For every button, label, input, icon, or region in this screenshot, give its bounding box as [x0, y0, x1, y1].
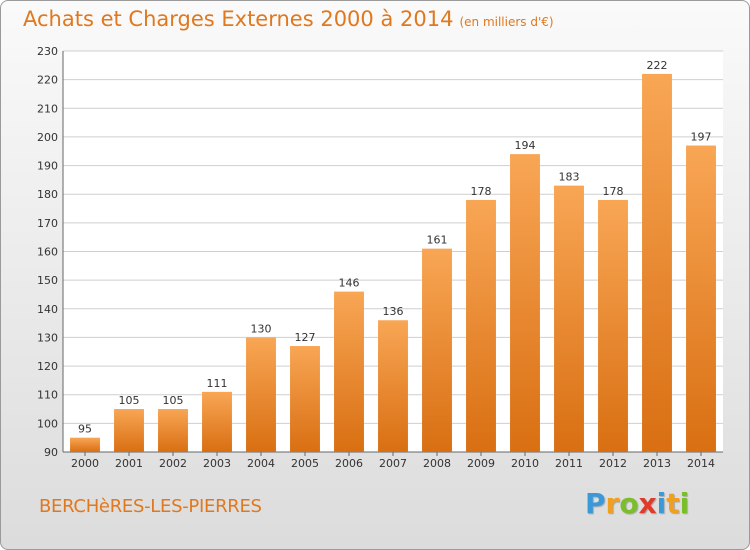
- data-label: 183: [559, 171, 580, 184]
- data-label: 111: [207, 377, 228, 390]
- x-tick-label: 2007: [379, 457, 407, 470]
- y-tick-label: 210: [37, 102, 58, 115]
- data-label: 105: [119, 394, 140, 407]
- bar: [510, 154, 540, 452]
- x-tick-label: 2005: [291, 457, 319, 470]
- logo-letter: o: [619, 487, 639, 520]
- logo-letter: i: [679, 487, 690, 520]
- bar: [158, 409, 188, 452]
- bar: [422, 248, 452, 452]
- data-label: 95: [78, 423, 92, 436]
- data-label: 178: [471, 185, 492, 198]
- y-tick-label: 220: [37, 74, 58, 87]
- logo-letter: P: [585, 487, 606, 520]
- title-text: Achats et Charges Externes 2000 à 2014: [23, 7, 454, 31]
- y-tick-label: 150: [37, 274, 58, 287]
- data-label: 178: [603, 185, 624, 198]
- bar: [290, 346, 320, 452]
- x-tick-label: 2013: [643, 457, 671, 470]
- bar: [114, 409, 144, 452]
- y-tick-label: 120: [37, 360, 58, 373]
- y-tick-label: 100: [37, 417, 58, 430]
- y-tick-label: 130: [37, 331, 58, 344]
- bar: [246, 337, 276, 452]
- x-tick-label: 2001: [115, 457, 143, 470]
- x-tick-label: 2003: [203, 457, 231, 470]
- bar: [466, 199, 496, 452]
- x-tick-label: 2010: [511, 457, 539, 470]
- data-label: 127: [295, 331, 316, 344]
- y-tick-label: 190: [37, 160, 58, 173]
- bar: [378, 320, 408, 452]
- logo-letter: i: [656, 487, 667, 520]
- y-tick-label: 180: [37, 188, 58, 201]
- bar: [202, 391, 232, 452]
- x-tick-label: 2009: [467, 457, 495, 470]
- data-label: 161: [427, 234, 448, 247]
- chart-title: Achats et Charges Externes 2000 à 2014 (e…: [23, 7, 554, 31]
- x-tick-label: 2012: [599, 457, 627, 470]
- y-tick-label: 140: [37, 303, 58, 316]
- x-tick-label: 2004: [247, 457, 275, 470]
- commune-name: BERCHèRES-LES-PIERRES: [39, 496, 262, 517]
- bar: [598, 199, 628, 452]
- data-label: 130: [251, 322, 272, 335]
- y-tick-label: 230: [37, 45, 58, 58]
- bar: [554, 185, 584, 452]
- data-label: 197: [691, 131, 712, 144]
- y-tick-label: 200: [37, 131, 58, 144]
- data-label: 136: [383, 305, 404, 318]
- logo-letter: t: [666, 487, 680, 520]
- x-tick-label: 2002: [159, 457, 187, 470]
- logo-letter: r: [605, 487, 620, 520]
- bar: [642, 73, 672, 453]
- bar: [70, 437, 100, 452]
- y-tick-label: 90: [44, 446, 58, 459]
- data-label: 146: [339, 277, 360, 290]
- data-label: 105: [163, 394, 184, 407]
- y-tick-label: 170: [37, 217, 58, 230]
- x-tick-label: 2008: [423, 457, 451, 470]
- logo-letter: x: [638, 487, 657, 520]
- bar: [686, 145, 716, 452]
- chart-subtitle: (en milliers d'€): [459, 15, 554, 29]
- x-tick-label: 2000: [71, 457, 99, 470]
- x-tick-label: 2014: [687, 457, 715, 470]
- proxiti-logo: Proxiti: [585, 487, 689, 520]
- x-tick-label: 2006: [335, 457, 363, 470]
- bar: [334, 291, 364, 452]
- data-label: 222: [647, 59, 668, 72]
- y-tick-label: 110: [37, 389, 58, 402]
- y-tick-label: 160: [37, 246, 58, 259]
- data-label: 194: [515, 139, 536, 152]
- x-tick-label: 2011: [555, 457, 583, 470]
